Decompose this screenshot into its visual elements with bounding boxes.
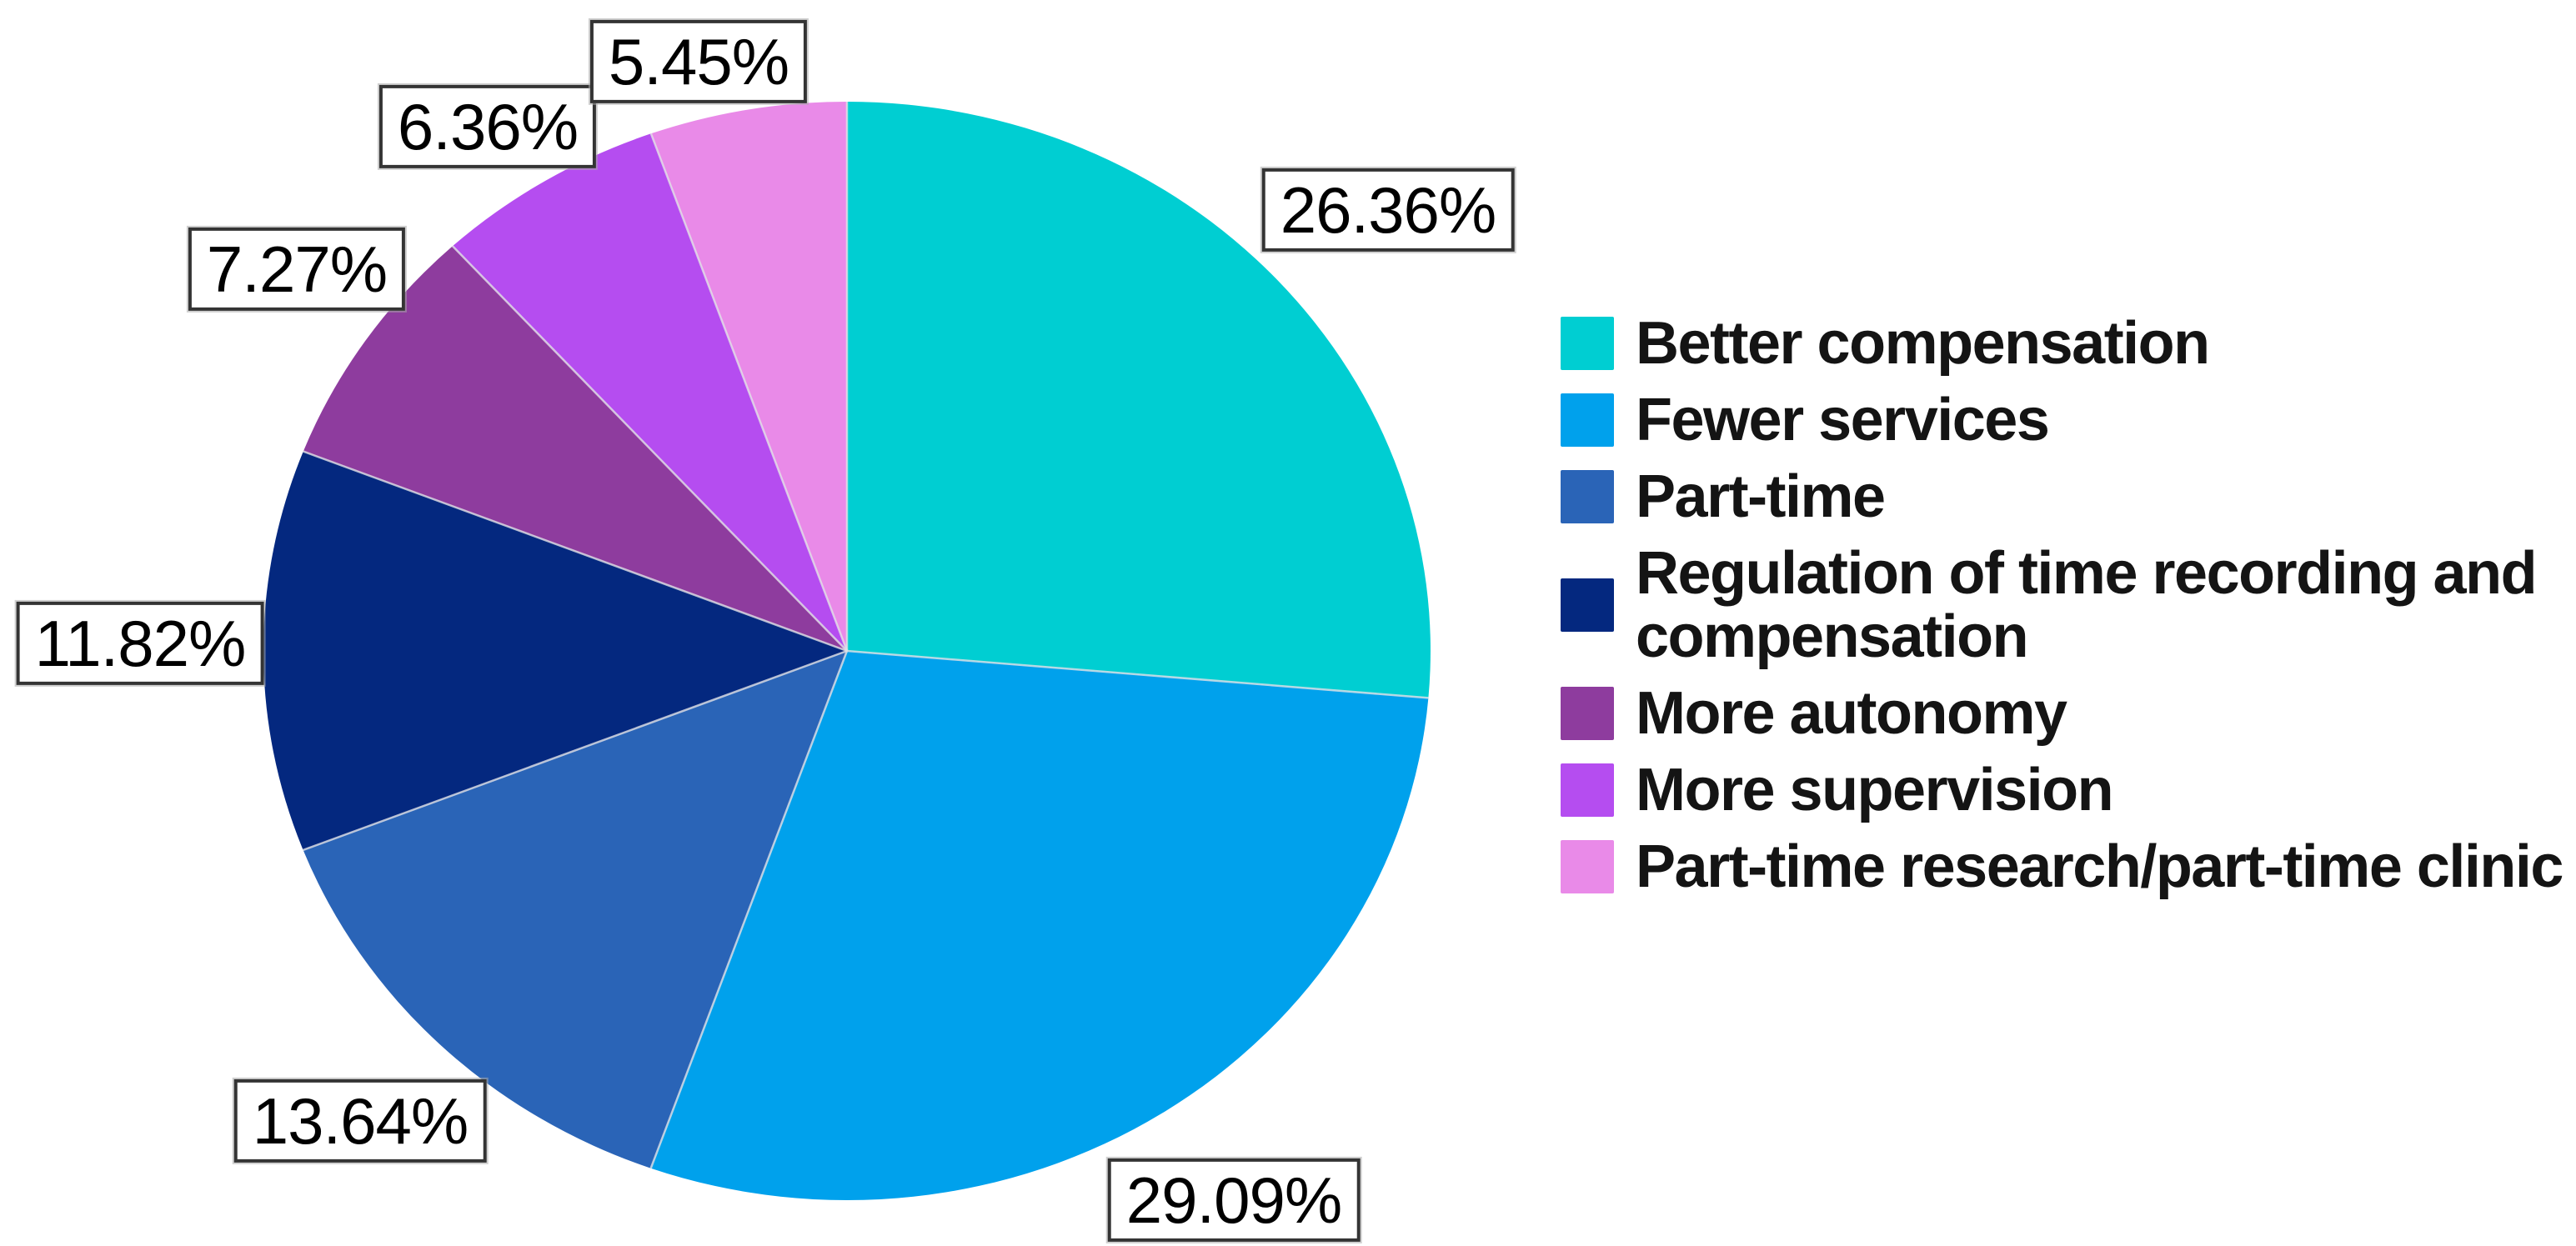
legend-item-regulation-of-time-recording-and-compensation: Regulation of time recording and compens…	[1561, 542, 2573, 668]
legend-label-part-time: Part-time	[1636, 463, 1886, 530]
legend-item-fewer-services: Fewer services	[1561, 388, 2573, 452]
pie-slice-separators	[303, 102, 1429, 1169]
slice-label-part-time-research-part-time-clinic: 5.45%	[589, 19, 808, 104]
slice-separator	[452, 245, 848, 652]
legend-swatch-part-time	[1561, 470, 1614, 523]
legend-label-more-supervision: More supervision	[1636, 757, 2114, 823]
legend-item-part-time-research-part-time-clinic: Part-time research/part-time clinic	[1561, 835, 2573, 898]
legend-swatch-better-compensation	[1561, 317, 1614, 370]
slice-separator	[649, 650, 849, 1169]
slice-separator	[303, 450, 848, 653]
legend-swatch-more-supervision	[1561, 763, 1614, 817]
legend-label-more-autonomy: More autonomy	[1636, 680, 2067, 747]
pie-slice-regulation-of-time-recording-and-compensation	[263, 451, 847, 850]
slice-label-better-compensation: 26.36%	[1261, 168, 1515, 253]
slice-label-fewer-services: 29.09%	[1107, 1158, 1361, 1243]
slice-label-part-time: 13.64%	[233, 1078, 487, 1163]
legend-item-part-time: Part-time	[1561, 465, 2573, 528]
slice-separator	[649, 133, 849, 652]
pie-slice-better-compensation	[847, 102, 1431, 698]
legend-swatch-part-time-research-part-time-clinic	[1561, 840, 1614, 893]
slice-label-regulation-of-time-recording-and-compensation: 11.82%	[16, 601, 264, 686]
pie-slice-more-autonomy	[303, 246, 847, 651]
pie-slice-part-time	[303, 651, 848, 1168]
pie-slice-fewer-services	[650, 651, 1429, 1201]
legend-label-regulation-of-time-recording-and-compensation: Regulation of time recording and compens…	[1636, 540, 2538, 670]
pie-slice-more-supervision	[452, 133, 847, 652]
legend-label-better-compensation: Better compensation	[1636, 310, 2210, 377]
legend-item-more-supervision: More supervision	[1561, 758, 2573, 822]
pie-slice-part-time-research-part-time-clinic	[650, 102, 847, 651]
slice-label-more-autonomy: 7.27%	[188, 227, 406, 312]
legend-label-part-time-research-part-time-clinic: Part-time research/part-time clinic	[1636, 833, 2563, 900]
pie-slices-group	[263, 102, 1431, 1201]
legend-swatch-more-autonomy	[1561, 687, 1614, 740]
legend-item-more-autonomy: More autonomy	[1561, 682, 2573, 745]
legend-swatch-fewer-services	[1561, 393, 1614, 447]
legend-swatch-regulation-of-time-recording-and-compensation	[1561, 578, 1614, 632]
chart-legend: Better compensation Fewer services Part-ti…	[1561, 312, 2573, 898]
legend-item-better-compensation: Better compensation	[1561, 312, 2573, 375]
slice-separator	[846, 649, 1429, 699]
legend-label-fewer-services: Fewer services	[1636, 387, 2050, 453]
slice-separator	[303, 649, 848, 852]
slice-label-more-supervision: 6.36%	[378, 84, 597, 169]
